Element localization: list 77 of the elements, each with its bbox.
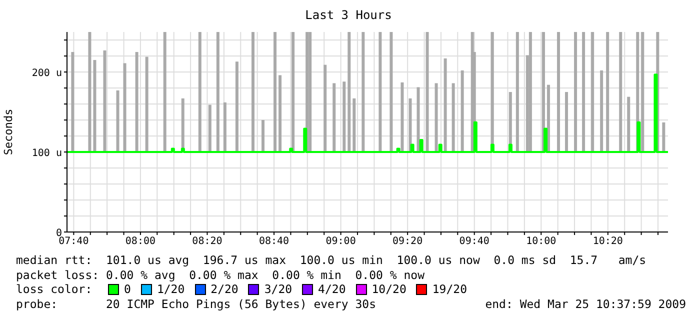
bar bbox=[208, 104, 212, 152]
bar bbox=[606, 32, 610, 152]
y-tick-label: 100 u bbox=[32, 148, 62, 159]
bar bbox=[251, 32, 254, 152]
legend-label: 2/20 bbox=[210, 282, 238, 296]
bar bbox=[556, 32, 560, 152]
x-tick-label: 08:40 bbox=[258, 236, 290, 248]
bar bbox=[362, 32, 365, 152]
bar bbox=[324, 64, 327, 152]
legend-label: 19/20 bbox=[431, 282, 467, 296]
legend-label: 4/20 bbox=[317, 282, 346, 296]
bar bbox=[565, 92, 568, 152]
text: median rtt: 101.0 us avg 196.7 us max 100.0 us min 100.0 us now 0.0 ms sd 15.7 am/s bbox=[16, 253, 648, 268]
legend-label: 10/20 bbox=[370, 282, 406, 296]
bar bbox=[308, 32, 312, 152]
legend-title: loss color: bbox=[16, 282, 94, 296]
bar bbox=[619, 32, 622, 152]
bar bbox=[292, 32, 295, 152]
bar bbox=[198, 32, 202, 152]
bar bbox=[274, 32, 277, 152]
bar bbox=[600, 70, 604, 152]
bar bbox=[262, 120, 265, 152]
bar bbox=[416, 87, 420, 152]
x-tick-label: 08:00 bbox=[125, 236, 156, 248]
bar bbox=[135, 52, 138, 152]
bar bbox=[378, 32, 382, 152]
bar bbox=[627, 96, 630, 152]
chart-title: Last 3 Hours bbox=[304, 8, 393, 22]
bar bbox=[641, 32, 644, 152]
bar bbox=[163, 32, 166, 152]
text: probe: 20 ICMP Echo Pings (56 Bytes) every 30s bbox=[16, 296, 376, 311]
x-tick-label: 10:20 bbox=[592, 236, 623, 248]
x-tick-label: 10:00 bbox=[526, 236, 556, 248]
bar bbox=[71, 52, 74, 152]
bar bbox=[516, 32, 519, 152]
bar bbox=[574, 32, 578, 152]
bar bbox=[542, 32, 545, 152]
y-axis-title: Seconds bbox=[2, 108, 15, 156]
x-tick-label: 07:40 bbox=[58, 236, 89, 248]
x-tick-label: 09:40 bbox=[459, 236, 490, 248]
bar bbox=[662, 122, 666, 152]
text: end: Wed Mar 25 10:37:59 2009 bbox=[485, 296, 686, 311]
bar bbox=[235, 62, 238, 152]
bar bbox=[426, 32, 429, 152]
legend-label: 0 bbox=[123, 282, 131, 296]
text: packet loss: 0.00 % avg 0.00 % max 0.00 % min 0.00 % now bbox=[16, 268, 426, 282]
bar bbox=[528, 32, 532, 152]
x-tick-label: 09:00 bbox=[326, 236, 356, 248]
bar bbox=[116, 90, 120, 152]
bar bbox=[93, 60, 96, 152]
bar bbox=[348, 32, 351, 152]
bar bbox=[306, 32, 309, 152]
bar bbox=[223, 102, 226, 152]
bar bbox=[400, 82, 404, 152]
bar bbox=[352, 98, 356, 152]
bar bbox=[88, 32, 92, 152]
bar bbox=[123, 63, 126, 152]
bar bbox=[332, 83, 336, 152]
bar bbox=[342, 82, 346, 152]
bar bbox=[278, 75, 282, 152]
x-tick-label: 09:20 bbox=[392, 236, 423, 248]
bar bbox=[452, 83, 455, 152]
bar bbox=[408, 98, 412, 152]
bar bbox=[582, 32, 586, 152]
bar bbox=[434, 83, 438, 152]
bar bbox=[390, 32, 393, 152]
bar bbox=[444, 58, 447, 152]
bar bbox=[103, 50, 106, 152]
y-tick-label: 200 u bbox=[32, 68, 62, 79]
x-tick-label: 08:20 bbox=[192, 236, 222, 248]
legend-label: 1/20 bbox=[156, 282, 185, 296]
bar bbox=[216, 32, 220, 152]
bar bbox=[591, 32, 594, 152]
bar bbox=[460, 70, 464, 152]
legend-label: 3/20 bbox=[263, 282, 292, 296]
bar bbox=[145, 56, 148, 152]
bar bbox=[546, 84, 550, 152]
